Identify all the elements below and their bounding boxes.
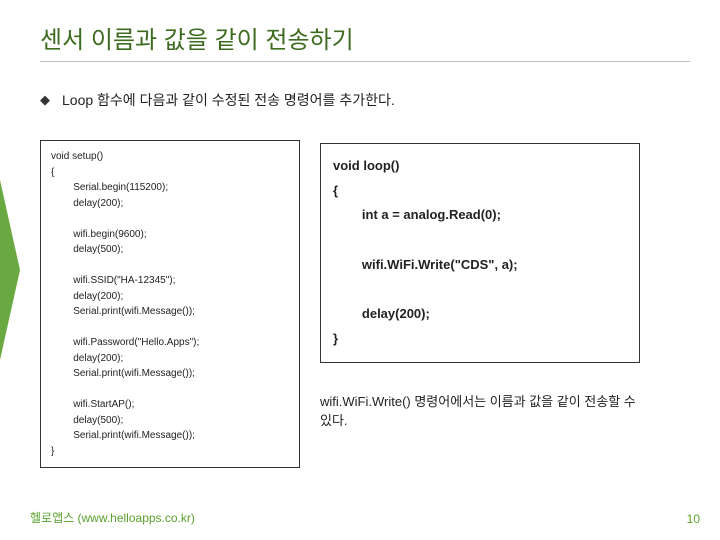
page-title: 센서 이름과 값을 같이 전송하기 <box>40 20 690 55</box>
page-number: 10 <box>687 512 700 526</box>
code-columns: void setup() { Serial.begin(115200); del… <box>40 130 690 478</box>
bullet-marker-icon: ◆ <box>40 92 50 108</box>
loop-code-box: void loop() { int a = analog.Read(0); wi… <box>320 143 640 363</box>
slide-container: 센서 이름과 값을 같이 전송하기 ◆ Loop 함수에 다음과 같이 수정된 … <box>0 0 720 540</box>
right-column: void loop() { int a = analog.Read(0); wi… <box>320 130 640 431</box>
title-rule <box>40 61 690 62</box>
footer-text: 헬로앱스 (www.helloapps.co.kr) <box>30 509 195 526</box>
caption-text: wifi.WiFi.Write() 명령어에서는 이름과 값을 같이 전송할 수… <box>320 392 640 431</box>
bullet-text: Loop 함수에 다음과 같이 수정된 전송 명령어를 추가한다. <box>62 90 395 110</box>
bullet-row: ◆ Loop 함수에 다음과 같이 수정된 전송 명령어를 추가한다. <box>40 90 690 110</box>
setup-code-box: void setup() { Serial.begin(115200); del… <box>40 140 300 468</box>
